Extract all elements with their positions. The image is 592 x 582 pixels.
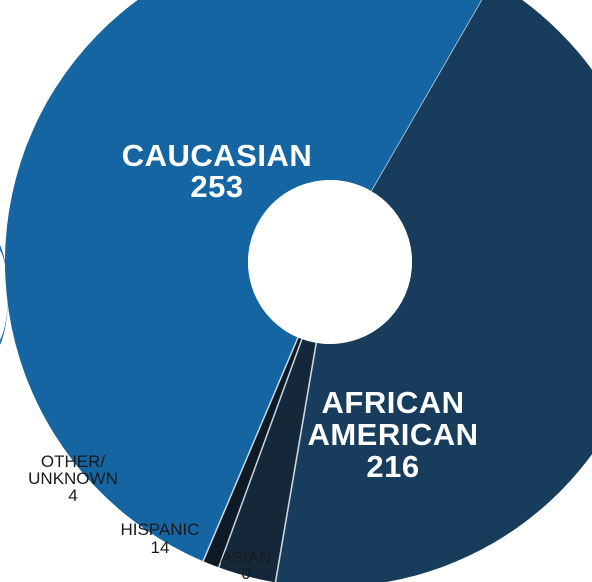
label-line: AMERICAN — [307, 417, 478, 452]
donut-hole — [248, 180, 412, 344]
label-hispanic: HISPANIC 14 — [120, 520, 199, 557]
slice-separator — [274, 342, 317, 582]
donut-slices — [5, 0, 592, 582]
label-line: HISPANIC — [120, 520, 199, 539]
label-asian: ASIAN 0 — [220, 548, 271, 582]
label-line: AFRICAN — [322, 385, 465, 420]
label-other-unknown: OTHER/UNKNOWN 4 — [28, 452, 118, 505]
slice-separator — [202, 337, 299, 562]
label-line: CAUCASIAN — [122, 138, 313, 173]
slice-caucasian — [5, 0, 482, 562]
slice-labels: CAUCASIAN 253 AFRICAN AMERICAN 216 ASIAN 0 HISP… — [28, 138, 478, 582]
label-caucasian: CAUCASIAN 253 — [122, 138, 313, 204]
label-line: 4 — [68, 486, 77, 505]
label-line: ASIAN — [220, 548, 271, 567]
label-line: OTHER/ — [41, 452, 106, 471]
slice-other-unknown — [203, 337, 302, 568]
label-line: UNKNOWN — [28, 469, 118, 488]
slice-hispanic — [218, 339, 317, 582]
label-line: 14 — [151, 538, 170, 557]
slice-separator — [218, 338, 303, 568]
slice-african-american — [275, 0, 592, 582]
label-line: 253 — [190, 169, 243, 204]
label-line: 216 — [366, 449, 419, 484]
label-line: 0 — [241, 564, 250, 582]
label-african-american: AFRICAN AMERICAN 216 — [307, 385, 478, 484]
